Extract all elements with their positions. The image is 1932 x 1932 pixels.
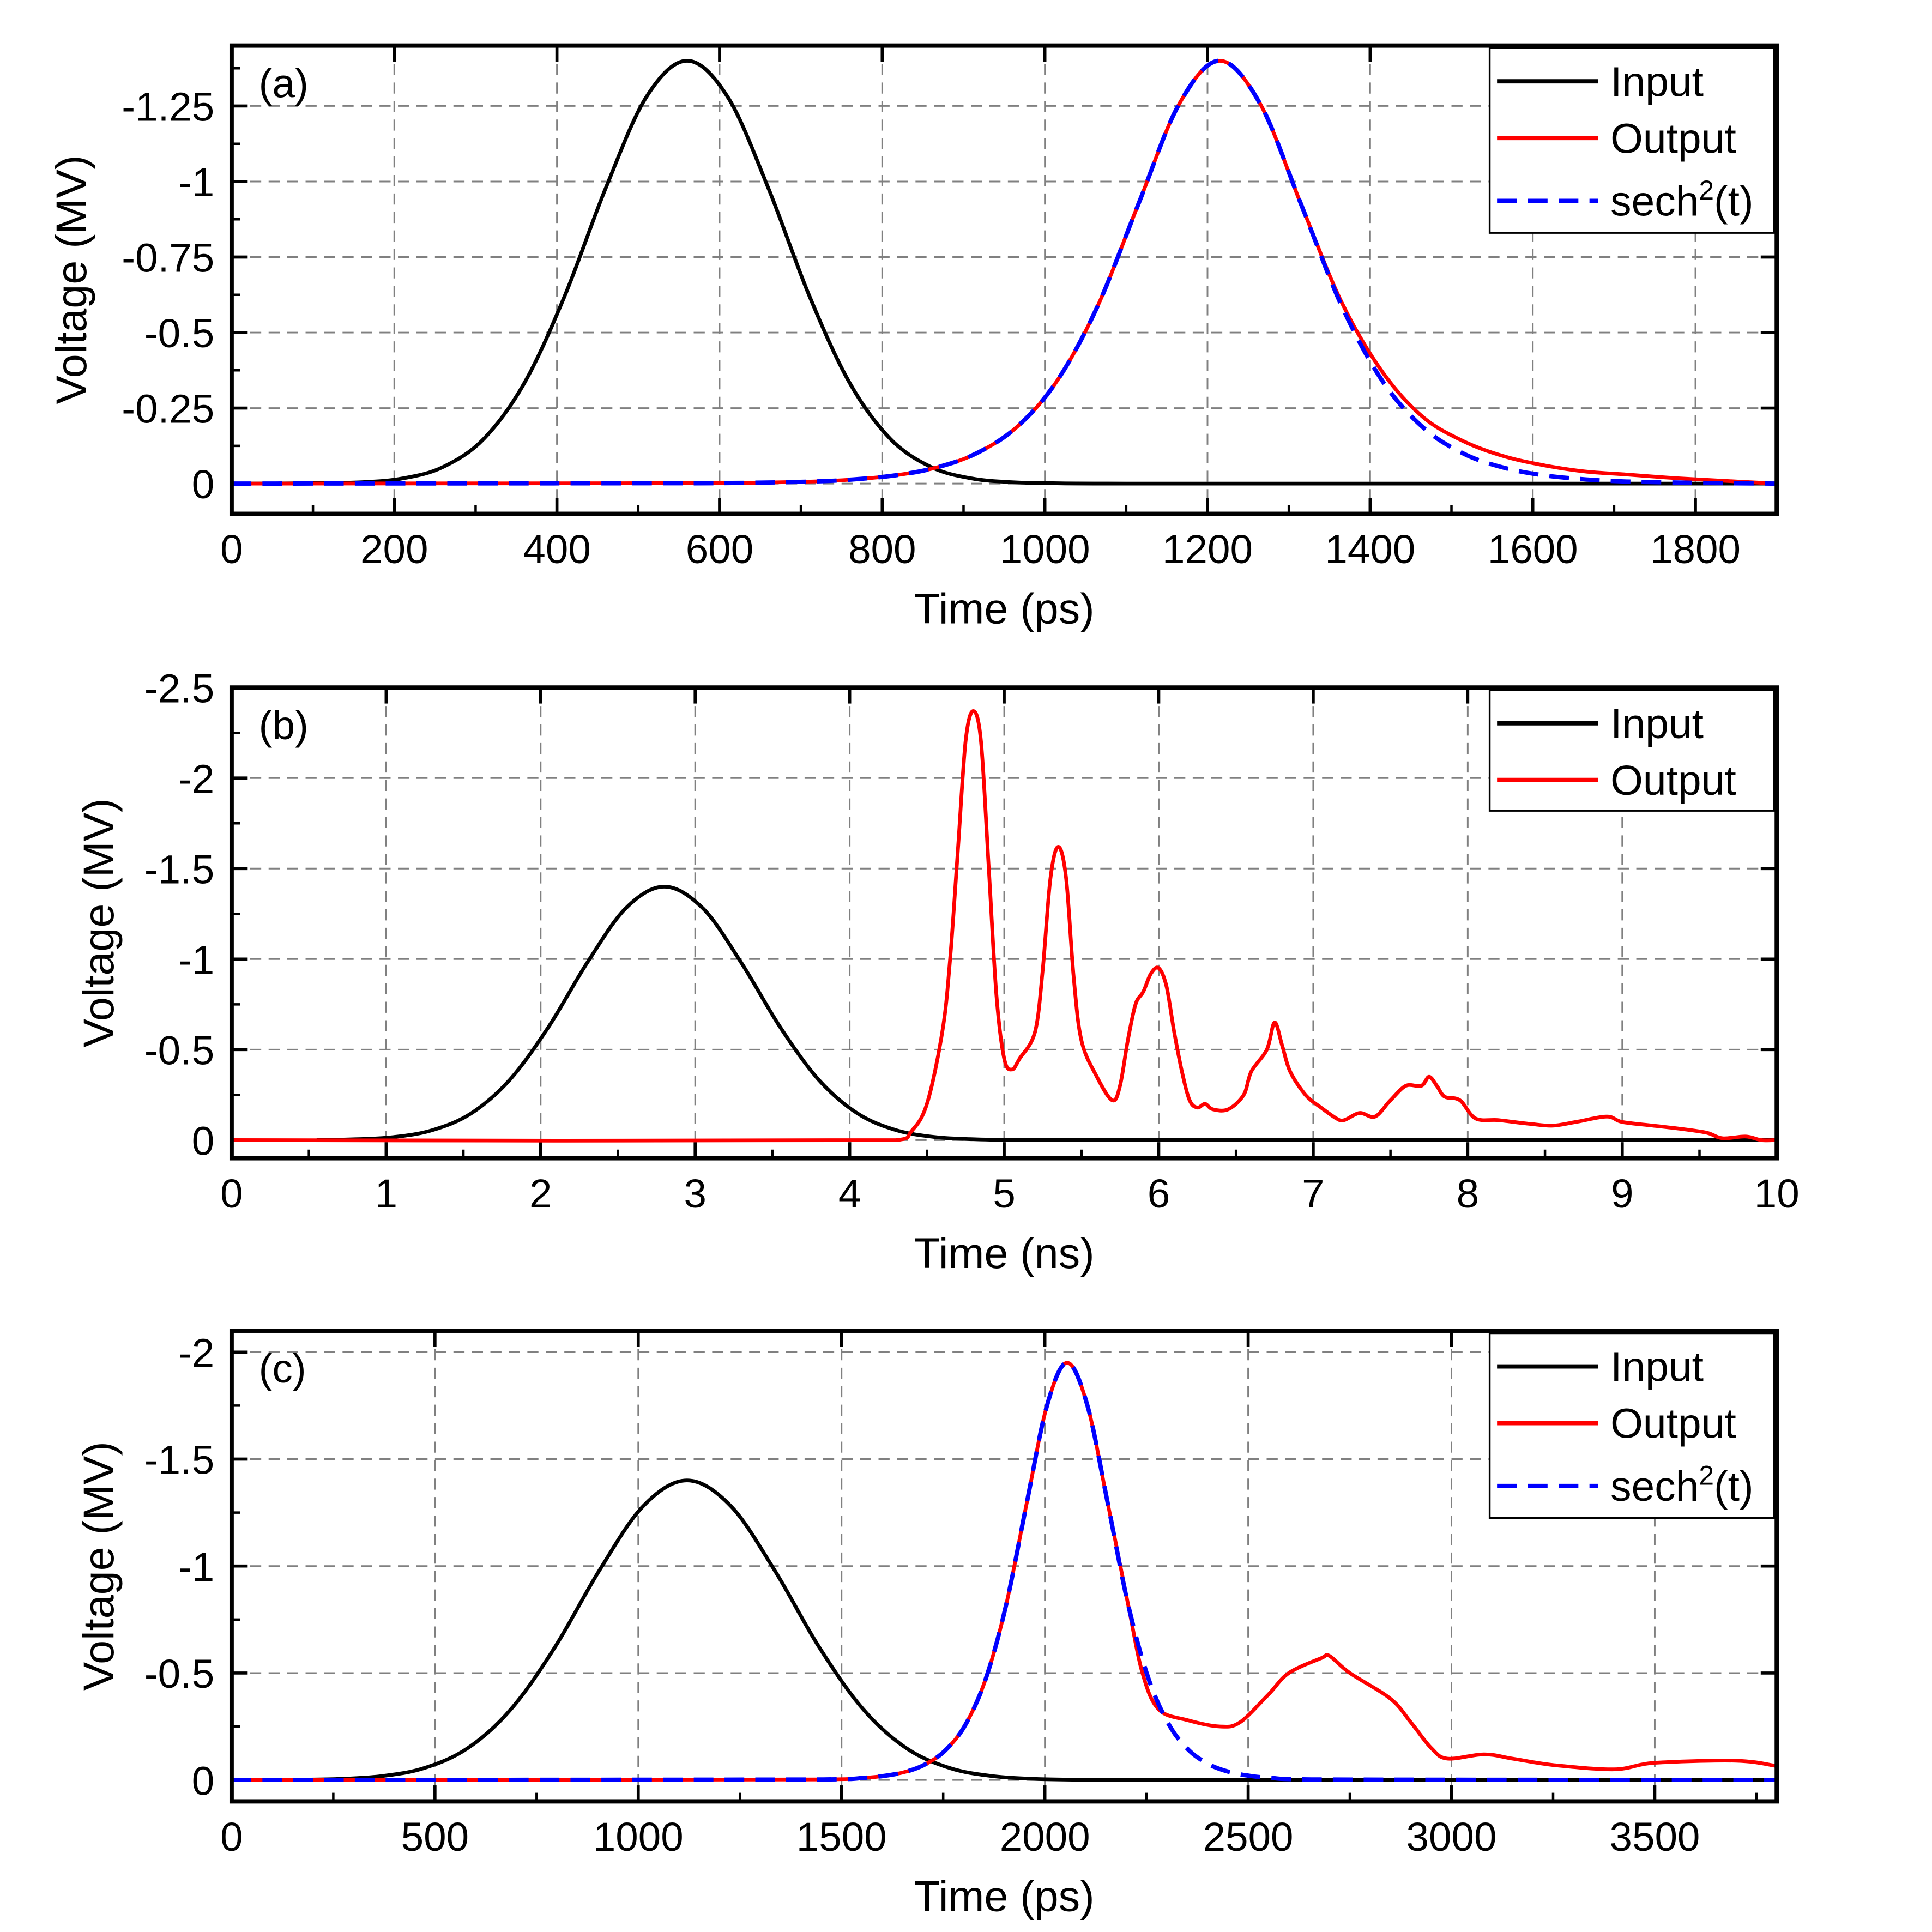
legend: Input Output sech2(t) xyxy=(1488,1332,1776,1519)
panel-b: 0 1 2 3 4 5 6 7 8 9 10 0 -0.5 -1 -1.5 -2 -2.5 (b) Time (ns… xyxy=(74,665,1800,1277)
legend: Input Output xyxy=(1488,689,1776,812)
x-tick-label: 200 xyxy=(360,526,428,572)
plot-frame xyxy=(229,43,1779,516)
panel-label: (c) xyxy=(259,1345,306,1391)
legend-entry-label: Output xyxy=(1610,757,1736,804)
x-tick-label: 7 xyxy=(1302,1170,1324,1216)
y-tick-label: -1.5 xyxy=(144,846,215,892)
y-tick-label: -0.25 xyxy=(122,386,214,432)
x-tick-label: 1000 xyxy=(1000,526,1090,572)
legend-entry-label: Input xyxy=(1610,58,1704,105)
legend-entry-label-sech2: sech2(t) xyxy=(1610,175,1753,225)
x-axis-label: Time (ns) xyxy=(914,1229,1095,1277)
x-tick-label: 3000 xyxy=(1406,1814,1497,1859)
x-axis-label: Time (ps) xyxy=(914,584,1095,633)
legend-entry-label-sech2: sech2(t) xyxy=(1610,1460,1753,1510)
x-tick-label: 2 xyxy=(529,1170,552,1216)
y-tick-label: -2 xyxy=(178,756,214,801)
y-tick-label: -2.5 xyxy=(144,665,215,711)
y-tick-label: -2 xyxy=(178,1330,214,1375)
panel-c: 0 500 1000 1500 2000 2500 3000 3500 0 -0.5 -1 -1.5 -… xyxy=(74,1329,1779,1921)
x-tick-label: 1 xyxy=(375,1170,397,1216)
x-tick-label: 0 xyxy=(220,526,243,572)
x-tick-label: 5 xyxy=(993,1170,1015,1216)
x-tick-label: 10 xyxy=(1754,1170,1800,1216)
x-tick-label: 400 xyxy=(523,526,590,572)
y-tick-label: 0 xyxy=(192,1758,214,1803)
x-tick-label: 4 xyxy=(838,1170,861,1216)
y-tick-label: 0 xyxy=(192,1118,214,1164)
y-tick-label: -0.75 xyxy=(122,235,214,281)
y-axis-label: Voltage (MV) xyxy=(74,1441,123,1690)
x-tick-label: 9 xyxy=(1611,1170,1633,1216)
y-tick-label: -0.5 xyxy=(144,310,215,356)
legend-box xyxy=(1488,689,1776,812)
panel-a: 0 200 400 600 800 1000 1200 1400 1600 1800 0 -0.25 -… xyxy=(47,43,1779,633)
y-axis-label: Voltage (MV) xyxy=(74,798,123,1047)
y-tick-label: -1 xyxy=(178,1544,214,1590)
y-tick-label: -0.5 xyxy=(144,1651,215,1696)
x-tick-label: 3500 xyxy=(1609,1814,1700,1859)
series-line-output xyxy=(231,709,1777,1143)
x-tick-label: 0 xyxy=(220,1814,243,1859)
series-line-input xyxy=(231,1478,1777,1782)
series-line-input xyxy=(316,885,1777,1142)
y-tick-label: -1 xyxy=(178,937,214,982)
y-tick-label: 0 xyxy=(192,461,214,507)
x-tick-label: 3 xyxy=(684,1170,706,1216)
x-axis-label: Time (ps) xyxy=(914,1872,1095,1921)
x-tick-label: 1500 xyxy=(796,1814,887,1859)
x-tick-label: 500 xyxy=(401,1814,469,1859)
x-tick-label: 1200 xyxy=(1162,526,1253,572)
x-tick-label: 0 xyxy=(220,1170,243,1216)
x-tick-label: 1600 xyxy=(1488,526,1578,572)
x-tick-label: 2500 xyxy=(1203,1814,1294,1859)
legend: Input Output sech2(t) xyxy=(1488,47,1776,234)
panel-label: (b) xyxy=(259,702,309,748)
x-tick-label: 800 xyxy=(848,526,916,572)
panel-label: (a) xyxy=(259,61,309,106)
plot-frame xyxy=(229,1329,1779,1804)
x-tick-label: 600 xyxy=(686,526,753,572)
legend-entry-label: Output xyxy=(1610,1400,1736,1447)
legend-box xyxy=(1488,47,1776,234)
y-axis-label: Voltage (MV) xyxy=(47,155,95,404)
x-tick-label: 2000 xyxy=(1000,1814,1090,1859)
x-tick-label: 8 xyxy=(1457,1170,1479,1216)
x-tick-label: 6 xyxy=(1148,1170,1170,1216)
y-tick-label: -1.5 xyxy=(144,1437,215,1483)
series-line-input xyxy=(231,59,1777,486)
y-tick-label: -0.5 xyxy=(144,1027,215,1073)
legend-entry-label: Input xyxy=(1610,1344,1704,1391)
legend-entry-label: Input xyxy=(1610,701,1704,747)
series-line-sech2t xyxy=(231,58,1777,486)
x-tick-label: 1400 xyxy=(1325,526,1415,572)
y-tick-label: -1.25 xyxy=(122,84,214,130)
plot-frame xyxy=(229,685,1779,1161)
legend-entry-label: Output xyxy=(1610,115,1736,162)
x-tick-label: 1000 xyxy=(593,1814,684,1859)
series-line-sech2t xyxy=(231,1360,1777,1783)
y-tick-label: -1 xyxy=(178,159,214,205)
x-tick-label: 1800 xyxy=(1650,526,1741,572)
